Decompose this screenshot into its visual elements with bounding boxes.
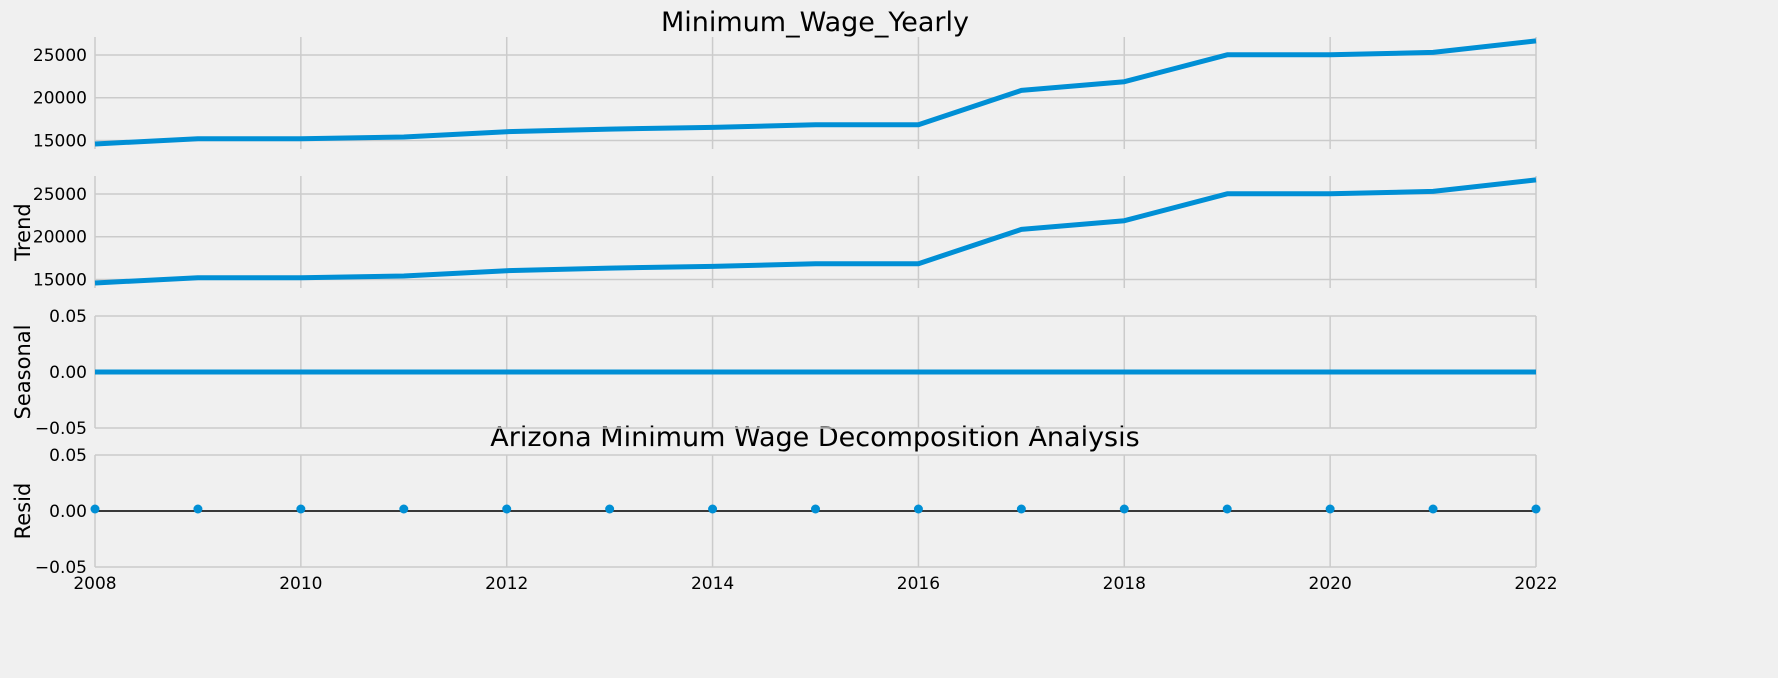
resid-point (605, 504, 615, 514)
resid-point (708, 504, 718, 514)
resid-point (296, 504, 306, 514)
resid-point (90, 504, 100, 514)
resid-point (1016, 504, 1026, 514)
resid-point (502, 504, 512, 514)
y-tick-label: 25000 (33, 185, 87, 205)
y-axis-label-trend: Trend (11, 203, 35, 261)
x-tick-label: 2016 (897, 574, 940, 594)
y-tick-label: 15000 (33, 131, 87, 151)
x-tick-label: 2008 (73, 574, 116, 594)
x-tick-label: 2018 (1103, 574, 1146, 594)
y-tick-label: 15000 (33, 270, 87, 290)
x-tick-label: 2022 (1514, 574, 1557, 594)
x-tick-label: 2014 (691, 574, 734, 594)
panel-observed: 15000 20000 25000 (33, 37, 1537, 151)
resid-point (1325, 504, 1335, 514)
resid-point (1531, 504, 1541, 514)
y-tick-label: 0.05 (49, 446, 87, 466)
resid-point (1222, 504, 1232, 514)
y-tick-label: 20000 (33, 228, 87, 248)
resid-point (1428, 504, 1438, 514)
figure-title: Arizona Minimum Wage Decomposition Analy… (490, 422, 1139, 453)
series-line-trend (94, 177, 1537, 286)
y-tick-label: 0.00 (49, 363, 87, 383)
resid-point (913, 504, 923, 514)
panel-title-observed: Minimum_Wage_Yearly (661, 7, 969, 38)
resid-point (811, 504, 820, 514)
x-axis: 2008 2010 2012 2014 2016 2018 2020 2022 (73, 574, 1557, 594)
y-tick-label: 0.05 (49, 307, 87, 327)
y-axis-label-resid: Resid (11, 483, 35, 540)
x-tick-label: 2010 (279, 574, 322, 594)
series-line-observed (94, 38, 1537, 147)
resid-point (399, 504, 409, 514)
y-tick-label: 0.00 (49, 502, 87, 522)
x-tick-label: 2020 (1309, 574, 1352, 594)
y-tick-label: −0.05 (35, 419, 87, 439)
y-tick-label: 25000 (33, 46, 87, 66)
y-tick-label: 20000 (33, 89, 87, 109)
y-axis-label-seasonal: Seasonal (11, 325, 35, 420)
resid-point (1119, 504, 1129, 514)
x-tick-label: 2012 (485, 574, 528, 594)
resid-point (193, 504, 203, 514)
y-tick-label: −0.05 (35, 558, 87, 578)
